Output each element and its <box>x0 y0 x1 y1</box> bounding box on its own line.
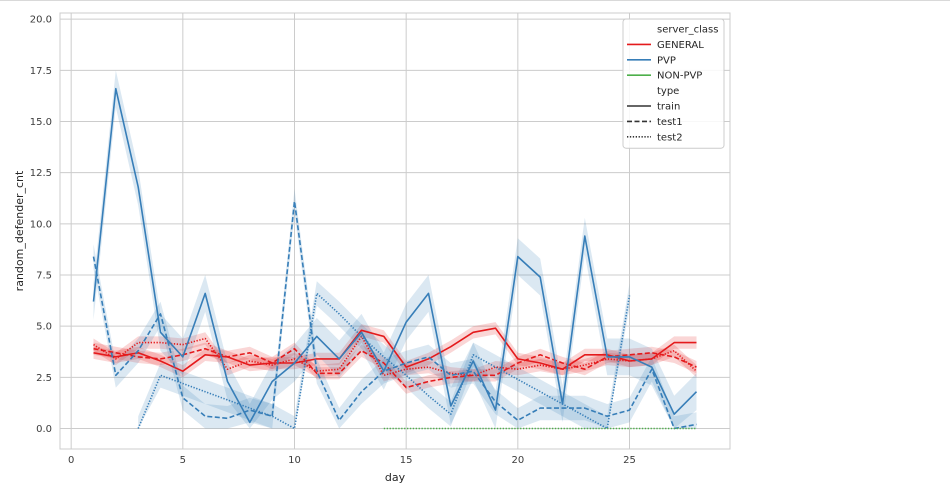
legend-entry-label: test1 <box>657 117 683 128</box>
top-border-line <box>0 0 950 1</box>
legend-items: server_class GENERAL PVP NON-PVP type train te… <box>627 25 718 143</box>
confidence-band <box>93 189 697 429</box>
plot-frame <box>59 12 731 450</box>
y-tick-label: 15.0 <box>30 117 52 128</box>
x-tick-label: 5 <box>180 455 186 466</box>
y-tick-label: 0.0 <box>36 424 52 435</box>
legend-title: type <box>657 86 679 97</box>
y-tick-label: 12.5 <box>30 168 52 179</box>
legend-entry-label: PVP <box>657 55 676 66</box>
x-tick-label: 20 <box>511 455 524 466</box>
y-tick-label: 7.5 <box>36 271 52 282</box>
legend: server_class GENERAL PVP NON-PVP type train te… <box>622 18 725 149</box>
series-line <box>93 335 698 377</box>
legend-title: server_class <box>657 25 718 36</box>
y-tick-label: 20.0 <box>30 15 52 26</box>
confidence-band <box>138 281 630 429</box>
x-axis-ticks: 0 5 10 15 20 25 <box>68 455 636 466</box>
series-line <box>92 200 697 430</box>
x-tick-label: 10 <box>288 455 301 466</box>
legend-entry-label: test2 <box>657 132 683 143</box>
y-axis-ticks: 0.0 2.5 5.0 7.5 10.0 12.5 15.0 17.5 20.0 <box>30 15 52 435</box>
legend-entry-label: GENERAL <box>657 40 704 51</box>
y-tick-label: 10.0 <box>30 219 52 230</box>
x-axis-label: day <box>385 471 406 484</box>
series-lines <box>92 87 698 430</box>
y-axis-label: random_defender_cnt <box>13 170 26 291</box>
y-tick-label: 2.5 <box>36 373 52 384</box>
series-line <box>93 347 697 389</box>
y-tick-label: 17.5 <box>30 66 52 77</box>
series-line <box>93 327 697 373</box>
confidence-band <box>93 330 697 382</box>
y-tick-label: 5.0 <box>36 322 52 333</box>
x-tick-label: 25 <box>623 455 636 466</box>
x-tick-label: 15 <box>400 455 413 466</box>
confidence-band <box>93 342 697 394</box>
series-line <box>137 292 631 430</box>
x-tick-label: 0 <box>68 455 74 466</box>
confidence-band <box>93 70 697 429</box>
series-line <box>92 87 698 424</box>
legend-entry-label: NON-PVP <box>657 71 702 82</box>
legend-entry-label: train <box>657 102 680 113</box>
legend-box <box>622 18 725 149</box>
